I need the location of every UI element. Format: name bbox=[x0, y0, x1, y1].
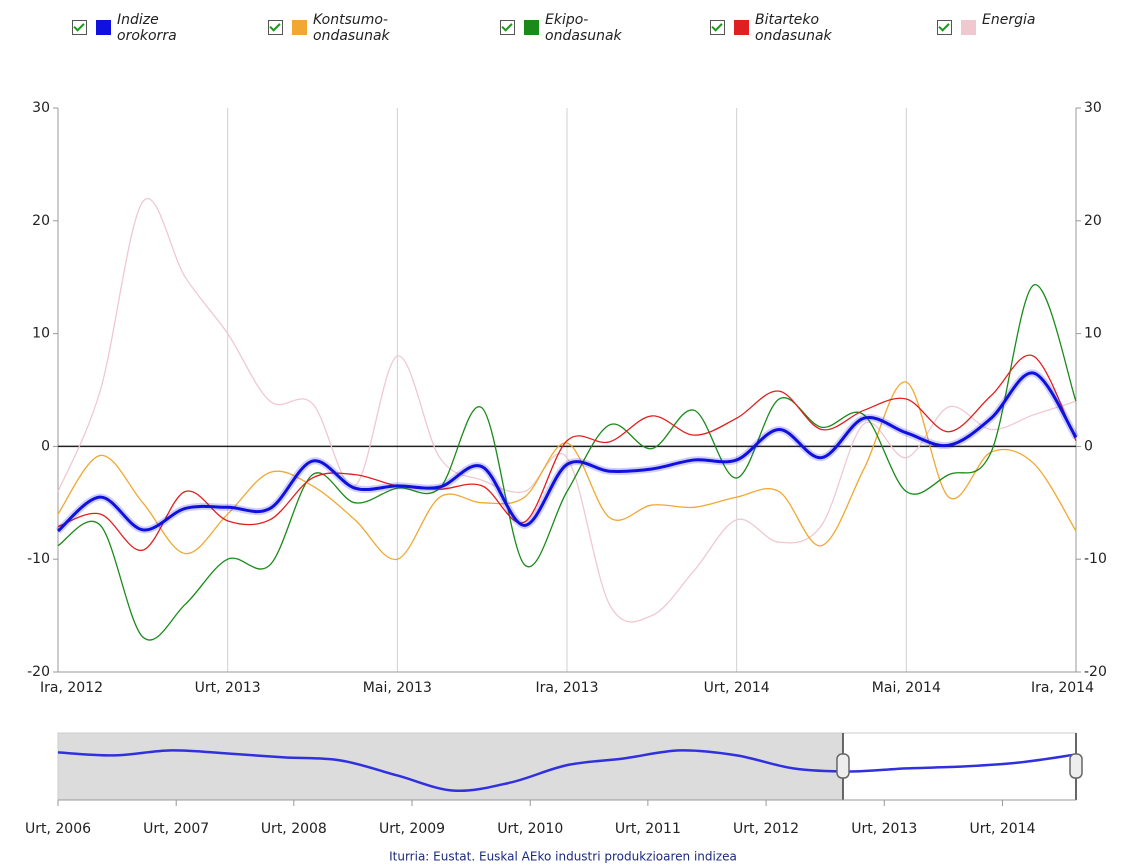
legend-label: Indize orokorra bbox=[117, 12, 177, 44]
legend-label: Ekipo-ondasunak bbox=[545, 12, 622, 44]
legend-swatch bbox=[292, 20, 307, 35]
legend-item[interactable]: Energia bbox=[937, 12, 1077, 35]
legend-swatch bbox=[961, 20, 976, 35]
navigator-tick-label: Urt, 2012 bbox=[733, 821, 799, 837]
x-tick-label: Urt, 2014 bbox=[704, 680, 770, 696]
y2-tick-label: 10 bbox=[1084, 326, 1102, 342]
y2-tick-label: 0 bbox=[1084, 438, 1093, 454]
legend-item[interactable]: Bitarteko ondasunak bbox=[710, 12, 835, 44]
x-tick-label: Mai, 2014 bbox=[872, 680, 941, 696]
series-line bbox=[56, 371, 1078, 533]
legend-checkbox[interactable] bbox=[937, 20, 952, 35]
y2-tick-label: -10 bbox=[1084, 551, 1107, 567]
legend-label: Energia bbox=[982, 12, 1036, 28]
navigator-tick-label: Urt, 2006 bbox=[25, 821, 91, 837]
legend: Indize orokorra Kontsumo-ondasunak Ekipo-o… bbox=[0, 12, 1127, 62]
legend-label: Bitarteko ondasunak bbox=[755, 12, 832, 44]
series-line bbox=[57, 284, 1077, 641]
navigator-tick-label: Urt, 2013 bbox=[851, 821, 917, 837]
legend-checkbox[interactable] bbox=[268, 20, 283, 35]
series-line bbox=[57, 198, 1077, 623]
x-tick-label: Ira, 2014 bbox=[1031, 680, 1094, 696]
y2-tick-label: -20 bbox=[1084, 664, 1107, 680]
legend-checkbox[interactable] bbox=[72, 20, 87, 35]
navigator-tick-label: Urt, 2007 bbox=[143, 821, 209, 837]
y-tick-label: 20 bbox=[32, 213, 50, 229]
navigator-line bbox=[57, 749, 1077, 793]
legend-label: Kontsumo-ondasunak bbox=[313, 12, 390, 44]
navigator-mask bbox=[58, 733, 843, 800]
legend-swatch bbox=[96, 20, 111, 35]
legend-item[interactable]: Kontsumo-ondasunak bbox=[268, 12, 408, 44]
legend-item[interactable]: Indize orokorra bbox=[72, 12, 197, 44]
legend-checkbox[interactable] bbox=[500, 20, 515, 35]
x-tick-label: Mai, 2013 bbox=[363, 680, 432, 696]
series-line bbox=[57, 354, 1077, 551]
y-tick-label: 0 bbox=[41, 438, 50, 454]
navigator-tick-label: Urt, 2014 bbox=[969, 821, 1035, 837]
y-tick-label: 10 bbox=[32, 326, 50, 342]
y2-tick-label: 20 bbox=[1084, 213, 1102, 229]
y-tick-label: 30 bbox=[32, 100, 50, 116]
y2-tick-label: 30 bbox=[1084, 100, 1102, 116]
navigator-tick-label: Urt, 2009 bbox=[379, 821, 445, 837]
source: Iturria: Eustat. Euskal AEko industri pr… bbox=[389, 850, 737, 864]
legend-item[interactable]: Ekipo-ondasunak bbox=[500, 12, 640, 44]
navigator-tick-label: Urt, 2010 bbox=[497, 821, 563, 837]
x-tick-label: Urt, 2013 bbox=[195, 680, 261, 696]
x-tick-label: Ira, 2013 bbox=[536, 680, 599, 696]
navigator-tick-label: Urt, 2011 bbox=[615, 821, 681, 837]
legend-swatch bbox=[734, 20, 749, 35]
y-tick-label: -10 bbox=[27, 551, 50, 567]
y-tick-label: -20 bbox=[27, 664, 50, 680]
navigator-handle[interactable] bbox=[836, 753, 850, 779]
x-tick-label: Ira, 2012 bbox=[40, 680, 103, 696]
series-line bbox=[57, 381, 1077, 560]
legend-checkbox[interactable] bbox=[710, 20, 725, 35]
legend-swatch bbox=[524, 20, 539, 35]
navigator-handle[interactable] bbox=[1069, 753, 1083, 779]
navigator-tick-label: Urt, 2008 bbox=[261, 821, 327, 837]
